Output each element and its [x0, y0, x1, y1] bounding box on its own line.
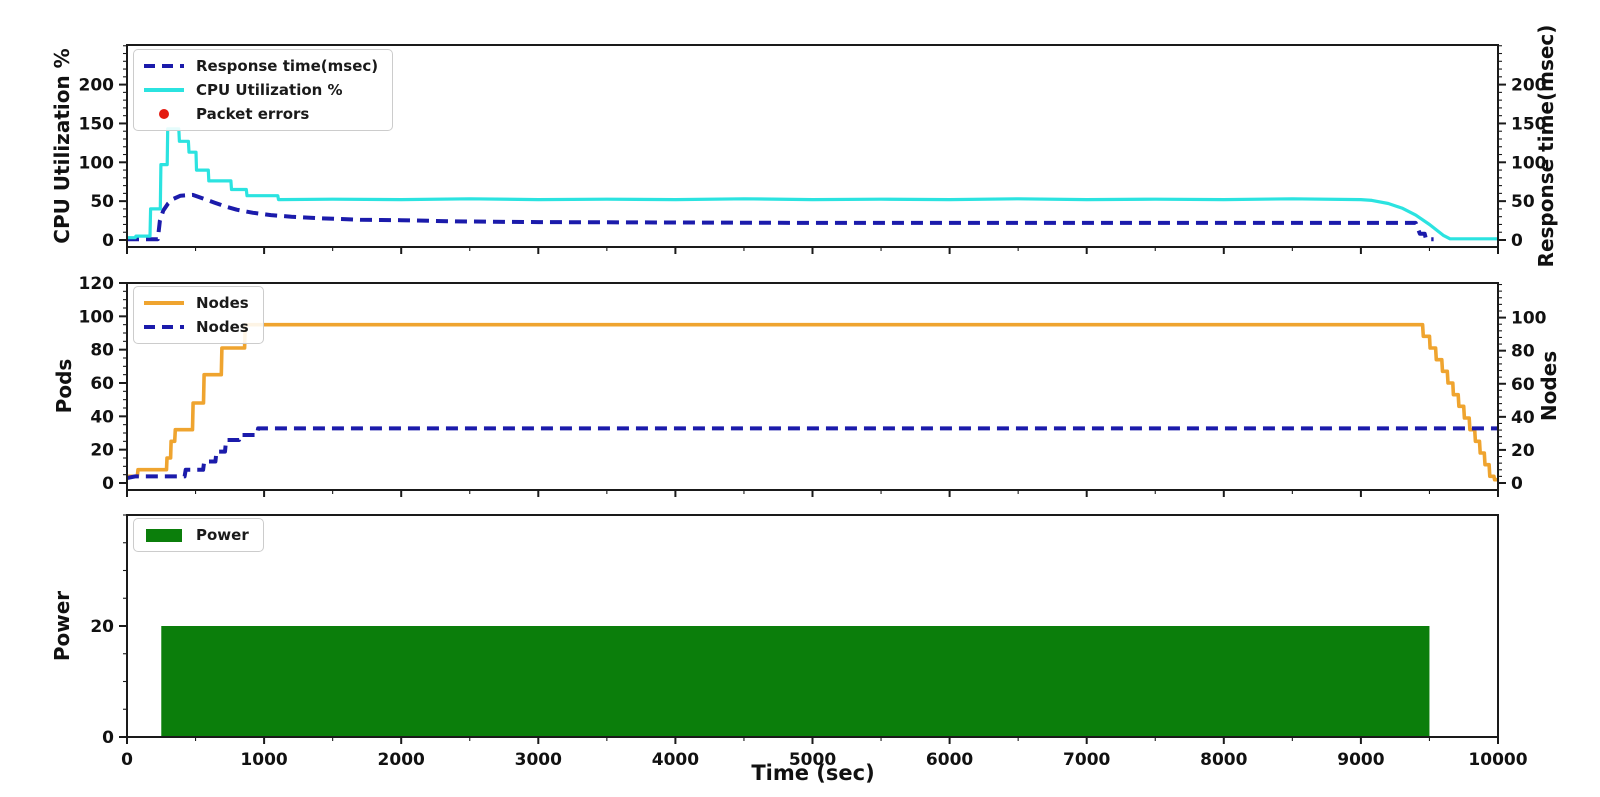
plot-box-1	[126, 282, 1499, 491]
legend-label: Packet errors	[196, 105, 310, 123]
x-tick-label: 9000	[1337, 750, 1384, 770]
legend-label: Power	[196, 526, 249, 544]
axis-title-cpu-utilization: CPU Utilization %	[50, 48, 74, 244]
y-tick-label: 80	[90, 341, 114, 361]
series-response-time	[127, 192, 1434, 242]
response-time-dash-swatch-icon	[144, 64, 184, 68]
x-tick-label: 0	[121, 750, 133, 770]
x-tick-label: 1000	[240, 750, 287, 770]
y-tick-label: 50	[90, 192, 114, 212]
cpu-line-swatch-icon	[144, 88, 184, 92]
y-tick-label: 80	[1511, 342, 1535, 362]
legend-item-nodes-solid: Nodes	[144, 294, 249, 312]
y-tick-label: 50	[1511, 192, 1535, 212]
axis-title-pods: Pods	[52, 358, 76, 414]
x-tick-label: 4000	[652, 750, 699, 770]
x-tick-label: 8000	[1200, 750, 1247, 770]
y-tick-label: 20	[1511, 441, 1535, 461]
nodes-dash-swatch-icon	[144, 325, 184, 329]
legend-item-packet-errors: Packet errors	[144, 105, 378, 123]
y-tick-label: 100	[1511, 153, 1547, 173]
y-tick-label: 120	[79, 274, 115, 294]
x-tick-label: 6000	[926, 750, 973, 770]
y-tick-label: 20	[90, 441, 114, 461]
axis-title-nodes: Nodes	[1537, 350, 1561, 422]
y-tick-label: 20	[90, 617, 114, 637]
y-tick-label: 150	[79, 114, 115, 134]
axis-title-response-time: Response time(msec)	[1534, 24, 1558, 268]
x-tick-label: 7000	[1063, 750, 1110, 770]
legend-item-response-time: Response time(msec)	[144, 57, 378, 75]
y-tick-label: 60	[90, 374, 114, 394]
x-tick-label: 2000	[378, 750, 425, 770]
y-tick-label: 200	[79, 76, 115, 96]
series-pods-step	[127, 322, 1498, 482]
y-tick-label: 100	[1511, 309, 1547, 329]
legend-label: Nodes	[196, 318, 249, 336]
x-tick-label: 3000	[515, 750, 562, 770]
nodes-line-swatch-icon	[144, 301, 184, 305]
legend-top: Response time(msec) CPU Utilization % Pa…	[133, 49, 394, 131]
y-tick-label: 0	[102, 728, 114, 748]
axis-title-time: Time (sec)	[751, 761, 875, 785]
series-nodes-step	[126, 426, 1498, 480]
legend-item-cpu-utilization: CPU Utilization %	[144, 81, 378, 99]
y-tick-label: 0	[1511, 231, 1523, 251]
power-patch-swatch-icon	[146, 528, 182, 542]
legend-item-nodes-dashed: Nodes	[144, 318, 249, 336]
y-tick-label: 40	[90, 407, 114, 427]
x-tick-label: 10000	[1468, 750, 1527, 770]
legend-label: CPU Utilization %	[196, 81, 343, 99]
y-tick-label: 0	[102, 231, 114, 251]
series-cpu-utilization	[127, 127, 1498, 241]
series-power-bar	[161, 626, 1430, 737]
y-tick-label: 100	[79, 307, 115, 327]
y-tick-label: 0	[1511, 474, 1523, 494]
legend-label: Nodes	[196, 294, 249, 312]
legend-label: Response time(msec)	[196, 57, 379, 75]
y-tick-label: 150	[1511, 114, 1547, 134]
y-tick-label: 200	[1511, 76, 1547, 96]
axis-title-power: Power	[50, 590, 74, 662]
y-tick-label: 0	[102, 474, 114, 494]
legend-middle: Nodes Nodes	[133, 286, 264, 344]
x-tick-label: 5000	[789, 750, 836, 770]
y-tick-label: 60	[1511, 375, 1535, 395]
legend-bottom: Power	[133, 518, 264, 552]
y-tick-label: 40	[1511, 408, 1535, 428]
y-tick-label: 100	[79, 153, 115, 173]
packet-errors-dot-swatch-icon	[159, 109, 169, 119]
legend-item-power: Power	[144, 526, 249, 544]
